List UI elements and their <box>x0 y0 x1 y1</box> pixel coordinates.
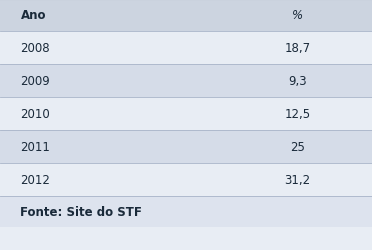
Text: 2012: 2012 <box>20 173 50 186</box>
Text: Ano: Ano <box>20 10 46 22</box>
Text: 25: 25 <box>290 140 305 153</box>
Bar <box>0 98 372 130</box>
Text: 18,7: 18,7 <box>285 42 311 55</box>
Text: 2011: 2011 <box>20 140 50 153</box>
Bar <box>0 32 372 65</box>
Bar <box>0 65 372 98</box>
Text: 12,5: 12,5 <box>285 108 311 120</box>
Text: %: % <box>292 10 303 22</box>
Text: 2008: 2008 <box>20 42 50 55</box>
Text: 2010: 2010 <box>20 108 50 120</box>
Bar <box>0 163 372 196</box>
Text: 2009: 2009 <box>20 75 50 88</box>
Bar <box>0 196 372 227</box>
Text: 31,2: 31,2 <box>285 173 311 186</box>
Text: 9,3: 9,3 <box>288 75 307 88</box>
Text: Fonte: Site do STF: Fonte: Site do STF <box>20 205 142 218</box>
Bar <box>0 130 372 163</box>
Bar <box>0 0 372 32</box>
